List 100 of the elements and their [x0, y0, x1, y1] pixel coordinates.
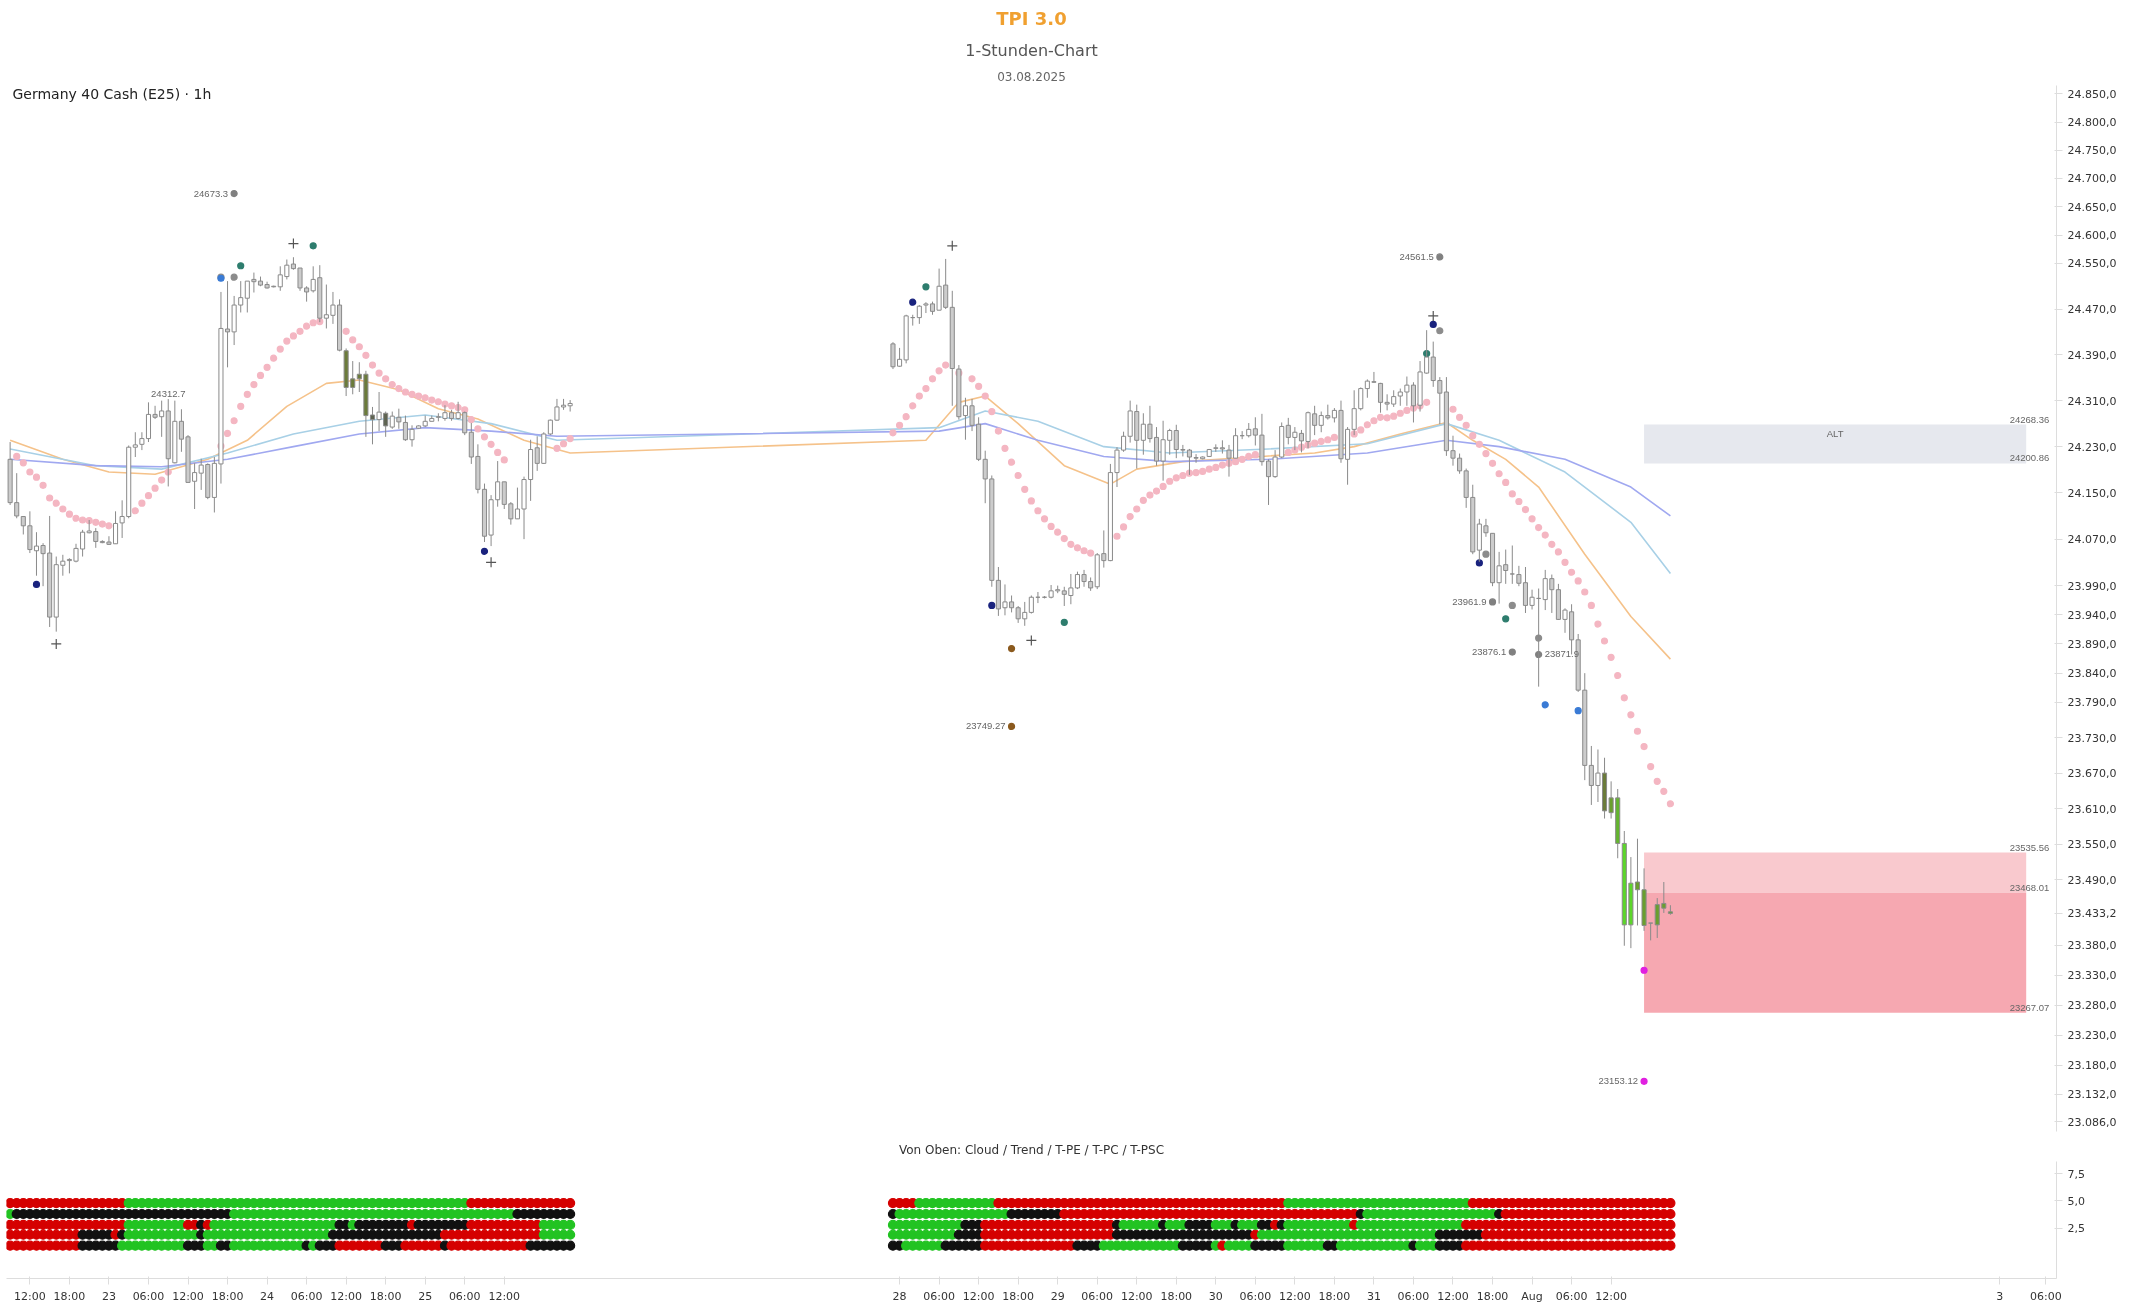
point	[309, 242, 317, 250]
point	[230, 273, 238, 281]
candlestick	[1509, 545, 1515, 585]
point	[1574, 707, 1582, 715]
point	[1502, 615, 1510, 623]
point	[1541, 701, 1549, 709]
annotation: 23267.07	[2009, 1001, 2050, 1013]
point	[1025, 634, 1037, 647]
y-tick-label: 5,0	[2067, 1194, 2085, 1208]
annotation: 23535.56	[2009, 841, 2050, 853]
y-tick-label: 24.550,0	[2067, 257, 2117, 271]
annotation: Germany 40 Cash (E25) · 1h	[12, 85, 212, 102]
point	[1436, 253, 1444, 261]
y-tick-label: 23.990,0	[2067, 579, 2117, 593]
candlestick	[982, 450, 988, 504]
point	[230, 189, 238, 198]
y-tick-label: 23.840,0	[2067, 667, 2117, 681]
y-tick-label: 24.800,0	[2067, 116, 2117, 130]
y-tick-label: 23.790,0	[2067, 696, 2117, 710]
annotation: 24561.5	[1399, 250, 1434, 262]
x-tick-label: 31	[1366, 1289, 1381, 1303]
x-tick-label: 12:00	[488, 1289, 521, 1303]
point	[1427, 310, 1439, 322]
point	[1007, 722, 1016, 730]
x-tick-label: 12:00	[962, 1289, 995, 1303]
data-label: ALT	[1826, 427, 1844, 439]
y-tick-label: 7,5	[2067, 1167, 2085, 1181]
x-tick-label: 18:00	[53, 1289, 86, 1303]
y-tick-label: 24.310,0	[2067, 394, 2117, 408]
x-tick-label: 06:00	[1397, 1289, 1430, 1303]
point	[1640, 1077, 1648, 1085]
x-tick-label: 24	[260, 1289, 275, 1303]
x-tick-label: 28	[892, 1289, 907, 1303]
annotation: 23468.01	[2009, 881, 2050, 893]
point	[1475, 559, 1483, 567]
x-tick-label: 06:00	[923, 1289, 955, 1303]
y-tick-label: 23.380,0	[2067, 939, 2117, 953]
x-tick-label: 12:00	[14, 1289, 46, 1303]
line-series	[9, 410, 1672, 575]
x-tick-label: 25	[418, 1289, 433, 1303]
point	[1508, 648, 1516, 656]
annotation: 24200.86	[2009, 452, 2050, 464]
y-tick-label: 23.330,0	[2067, 969, 2117, 983]
y-tick-label: 2,5	[2067, 1222, 2085, 1236]
point	[237, 262, 245, 270]
chart-subtitle: 1-Stunden-Chart	[965, 40, 1098, 60]
point	[1060, 618, 1068, 626]
candlestick	[1028, 595, 1034, 615]
point	[946, 240, 958, 252]
y-tick-label: 23.940,0	[2067, 608, 2117, 622]
x-tick-label: 18:00	[1318, 1289, 1351, 1303]
y-tick-label: 23.730,0	[2067, 731, 2117, 745]
point	[287, 237, 300, 250]
point	[1436, 327, 1444, 335]
point	[485, 556, 497, 568]
y-tick-label: 23.132,0	[2067, 1088, 2117, 1102]
annotation: 23876.1	[1471, 646, 1507, 658]
y-tick-label: 24.650,0	[2067, 200, 2117, 214]
annotation: 24673.3	[193, 187, 229, 199]
point	[1429, 320, 1437, 329]
x-tick-label: 30	[1208, 1289, 1223, 1303]
y-tick-label: 24.070,0	[2067, 533, 2117, 547]
y-tick-label: 24.150,0	[2067, 486, 2117, 500]
annotation: 23153.12	[1598, 1075, 1639, 1087]
point	[922, 283, 930, 291]
point	[480, 547, 489, 555]
x-tick-label: 06:00	[1239, 1289, 1272, 1303]
x-tick-label: 12:00	[172, 1289, 204, 1303]
y-tick-label: 24.750,0	[2067, 144, 2117, 158]
point	[1482, 550, 1490, 558]
point	[1640, 966, 1648, 974]
candlestick	[916, 304, 922, 325]
point	[32, 580, 41, 589]
x-tick-label: 06:00	[290, 1289, 323, 1303]
x-tick-label: 12:00	[330, 1289, 362, 1303]
x-tick-label: 06:00	[2030, 1289, 2062, 1303]
annotation: 23961.9	[1452, 595, 1487, 607]
y-tick-label: 24.390,0	[2067, 348, 2117, 362]
point	[1535, 650, 1543, 659]
point	[1007, 645, 1016, 653]
y-tick-label: 24.850,0	[2067, 87, 2117, 101]
x-tick-label: 23	[101, 1289, 116, 1303]
y-tick-label: 24.470,0	[2067, 303, 2117, 317]
point	[50, 638, 62, 650]
point	[1508, 601, 1516, 609]
annotation: 24312.7	[151, 388, 186, 400]
annotation: 24268.36	[2009, 413, 2050, 425]
y-tick-label: 23.670,0	[2067, 767, 2117, 781]
y-tick-label: 23.280,0	[2067, 999, 2117, 1012]
x-tick-label: 12:00	[1120, 1289, 1153, 1303]
y-tick-label: 24.700,0	[2067, 172, 2117, 186]
y-tick-label: 23.230,0	[2067, 1029, 2117, 1043]
chart-title: Von Oben: Cloud / Trend / T-PE / T-PC / T-PSC	[898, 1142, 1165, 1157]
chart-title: TPI 3.0	[996, 7, 1067, 29]
x-tick-label: Aug	[1521, 1289, 1543, 1303]
y-tick-label: 23.180,0	[2067, 1059, 2117, 1073]
point	[909, 298, 917, 306]
x-tick-label: 06:00	[448, 1289, 481, 1303]
text: 03.08.2025	[997, 69, 1066, 84]
x-tick-label: 06:00	[132, 1289, 165, 1303]
